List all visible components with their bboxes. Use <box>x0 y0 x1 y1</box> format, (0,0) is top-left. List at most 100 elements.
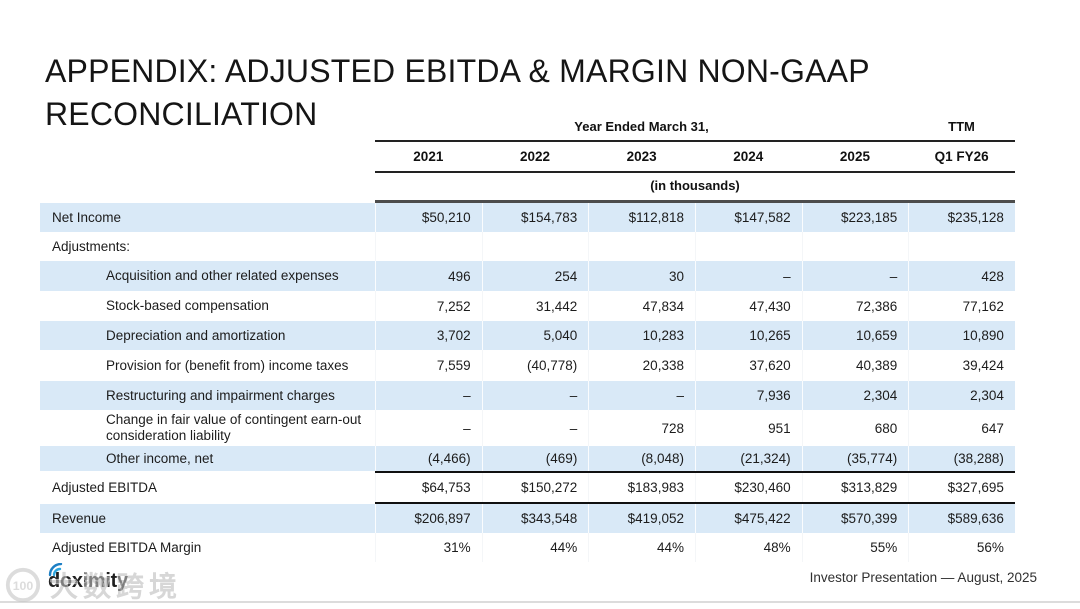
value-cell <box>481 232 589 261</box>
table-row-revenue: Revenue $206,897 $343,548 $419,052 $475,… <box>40 504 1015 533</box>
value-cell: 44% <box>481 533 589 562</box>
units-row: (in thousands) <box>40 173 1015 200</box>
value-cell: – <box>481 381 589 410</box>
svg-text:100: 100 <box>13 579 34 593</box>
value-cell: – <box>481 410 589 446</box>
value-cell: – <box>694 261 802 291</box>
doximity-logo: doximity <box>48 563 128 593</box>
column-header-2025: 2025 <box>839 149 870 164</box>
watermark-badge-icon: 100 <box>5 567 41 603</box>
value-cell: – <box>375 410 482 446</box>
value-cell: 39,424 <box>908 350 1015 381</box>
column-header-2021: 2021 <box>413 149 444 164</box>
year-columns-row: 2021 2022 2023 2024 2025 Q1 FY26 <box>40 142 1015 171</box>
period-group-row: Year Ended March 31, TTM <box>40 112 1015 140</box>
row-label: Restructuring and impairment charges <box>106 387 335 403</box>
slide-title-line1: APPENDIX: ADJUSTED EBITDA & MARGIN NON-G… <box>45 53 870 89</box>
row-label: Provision for (benefit from) income taxe… <box>106 357 349 373</box>
value-cell: $183,983 <box>588 473 695 502</box>
row-label: Acquisition and other related expenses <box>106 268 339 283</box>
value-cell: 55% <box>801 533 909 562</box>
subtotal-rule-bottom <box>375 502 1015 504</box>
doximity-logo-text: doximity <box>48 570 128 592</box>
value-cell: – <box>588 381 695 410</box>
period-group-label: Year Ended March 31, <box>574 118 709 134</box>
header-rule-top <box>375 140 1015 142</box>
row-label: Adjustments: <box>52 238 131 254</box>
value-cell: 20,338 <box>588 350 695 381</box>
row-label: Adjusted EBITDA Margin <box>52 539 202 555</box>
value-cell: 37,620 <box>694 350 802 381</box>
value-cell: 72,386 <box>801 291 909 321</box>
table-row-adjusted-ebitda: Adjusted EBITDA $64,753 $150,272 $183,98… <box>40 473 1015 502</box>
value-cell: $154,783 <box>481 203 589 232</box>
header-spacer <box>40 112 375 140</box>
value-cell: (4,466) <box>375 446 482 471</box>
table-top-rule <box>375 200 1015 203</box>
value-cell: 47,430 <box>694 291 802 321</box>
table-header: Year Ended March 31, TTM 2021 2022 2023 … <box>40 112 1015 203</box>
ttm-label: TTM <box>948 118 975 134</box>
value-cell: 428 <box>908 261 1015 291</box>
value-cell: $230,460 <box>694 473 802 502</box>
table-row-net-income: Net Income $50,210 $154,783 $112,818 $14… <box>40 203 1015 232</box>
column-header-2022: 2022 <box>519 149 550 164</box>
footer-divider <box>0 601 1080 603</box>
table-row-contingent-earn-out: Change in fair value of contingent earn-… <box>40 410 1015 446</box>
value-cell: 3,702 <box>375 321 482 350</box>
value-cell <box>694 232 802 261</box>
value-cell: 951 <box>694 410 802 446</box>
value-cell: $343,548 <box>481 504 589 533</box>
table-row-restructuring-charges: Restructuring and impairment charges – –… <box>40 381 1015 410</box>
table-row-adjustments-heading: Adjustments: <box>40 232 1015 261</box>
value-cell: $150,272 <box>481 473 589 502</box>
column-header-q1fy26: Q1 FY26 <box>934 149 989 164</box>
value-cell: 30 <box>588 261 695 291</box>
value-cell: – <box>801 261 909 291</box>
value-cell: 10,659 <box>801 321 909 350</box>
subtotal-rule-top <box>375 471 1015 473</box>
value-cell: $206,897 <box>375 504 482 533</box>
value-cell: $419,052 <box>588 504 695 533</box>
value-cell: 7,559 <box>375 350 482 381</box>
doximity-signal-icon <box>48 563 63 577</box>
value-cell: 10,265 <box>694 321 802 350</box>
row-label: Change in fair value of contingent earn-… <box>106 412 362 443</box>
value-cell: 496 <box>375 261 482 291</box>
value-cell <box>375 232 482 261</box>
value-cell: $147,582 <box>694 203 802 232</box>
value-cell: 47,834 <box>588 291 695 321</box>
column-header-2023: 2023 <box>626 149 657 164</box>
value-cell: 48% <box>694 533 802 562</box>
row-label: Depreciation and amortization <box>106 327 286 343</box>
table-row-income-taxes: Provision for (benefit from) income taxe… <box>40 350 1015 381</box>
value-cell: (469) <box>481 446 589 471</box>
value-cell: (38,288) <box>908 446 1015 471</box>
value-cell: 5,040 <box>481 321 589 350</box>
value-cell: 680 <box>801 410 909 446</box>
table-row-adjusted-ebitda-margin: Adjusted EBITDA Margin 31% 44% 44% 48% 5… <box>40 533 1015 562</box>
row-label: Other income, net <box>106 450 214 466</box>
value-cell: 2,304 <box>801 381 909 410</box>
value-cell: 31% <box>375 533 482 562</box>
value-cell: 10,283 <box>588 321 695 350</box>
table-row-depreciation-amortization: Depreciation and amortization 3,702 5,04… <box>40 321 1015 350</box>
value-cell: (21,324) <box>694 446 802 471</box>
header-rule-bottom <box>375 171 1015 173</box>
value-cell: $235,128 <box>908 203 1015 232</box>
value-cell: (35,774) <box>801 446 909 471</box>
value-cell: – <box>375 381 482 410</box>
row-label: Net Income <box>52 209 122 225</box>
footer-note: Investor Presentation — August, 2025 <box>809 570 1037 585</box>
value-cell <box>588 232 695 261</box>
value-cell: $327,695 <box>908 473 1015 502</box>
slide-title-line2: RECONCILIATION <box>45 96 318 132</box>
row-label: Revenue <box>52 510 107 526</box>
column-header-2024: 2024 <box>733 149 764 164</box>
value-cell: 40,389 <box>801 350 909 381</box>
value-cell: $50,210 <box>375 203 482 232</box>
value-cell: 56% <box>908 533 1015 562</box>
value-cell: (8,048) <box>588 446 695 471</box>
value-cell: (40,778) <box>481 350 589 381</box>
value-cell: 77,162 <box>908 291 1015 321</box>
